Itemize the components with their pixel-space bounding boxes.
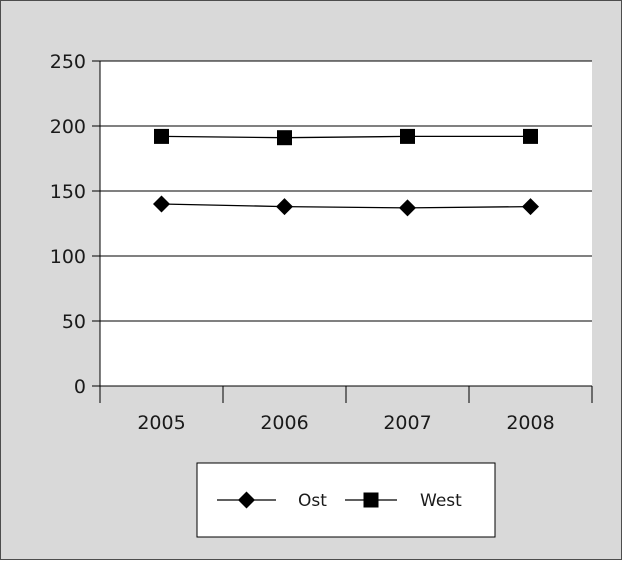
data-point-west xyxy=(523,128,538,144)
legend: Ost West xyxy=(196,462,496,538)
axes: 0 50 100 150 200 250 2005 2006 2007 2008 xyxy=(50,51,593,434)
plot-area xyxy=(100,61,592,386)
y-tick-label: 50 xyxy=(62,311,86,333)
data-point-ost xyxy=(399,199,416,217)
data-point-west xyxy=(277,130,292,146)
x-tick-label: 2007 xyxy=(383,412,431,434)
series-line-ost xyxy=(161,203,531,209)
y-tick-label: 100 xyxy=(50,246,86,268)
data-point-ost xyxy=(153,195,170,213)
data-point-west xyxy=(400,128,415,144)
legend-marker-west xyxy=(363,492,379,508)
y-tick-label: 150 xyxy=(50,181,86,203)
legend-marker-ost xyxy=(238,491,255,509)
data-point-ost xyxy=(522,198,539,216)
x-tick-label: 2005 xyxy=(137,412,185,434)
x-tick-label: 2006 xyxy=(260,412,308,434)
legend-label-west: West xyxy=(420,491,462,511)
legend-label-ost: Ost xyxy=(298,491,327,511)
data-point-west xyxy=(154,128,169,144)
x-tick-label: 2008 xyxy=(506,412,554,434)
y-tick-label: 250 xyxy=(50,51,86,73)
data-point-ost xyxy=(276,198,293,216)
y-tick-label: 200 xyxy=(50,116,86,138)
series-line-west xyxy=(161,135,531,139)
series xyxy=(153,128,539,217)
y-tick-label: 0 xyxy=(74,376,86,398)
